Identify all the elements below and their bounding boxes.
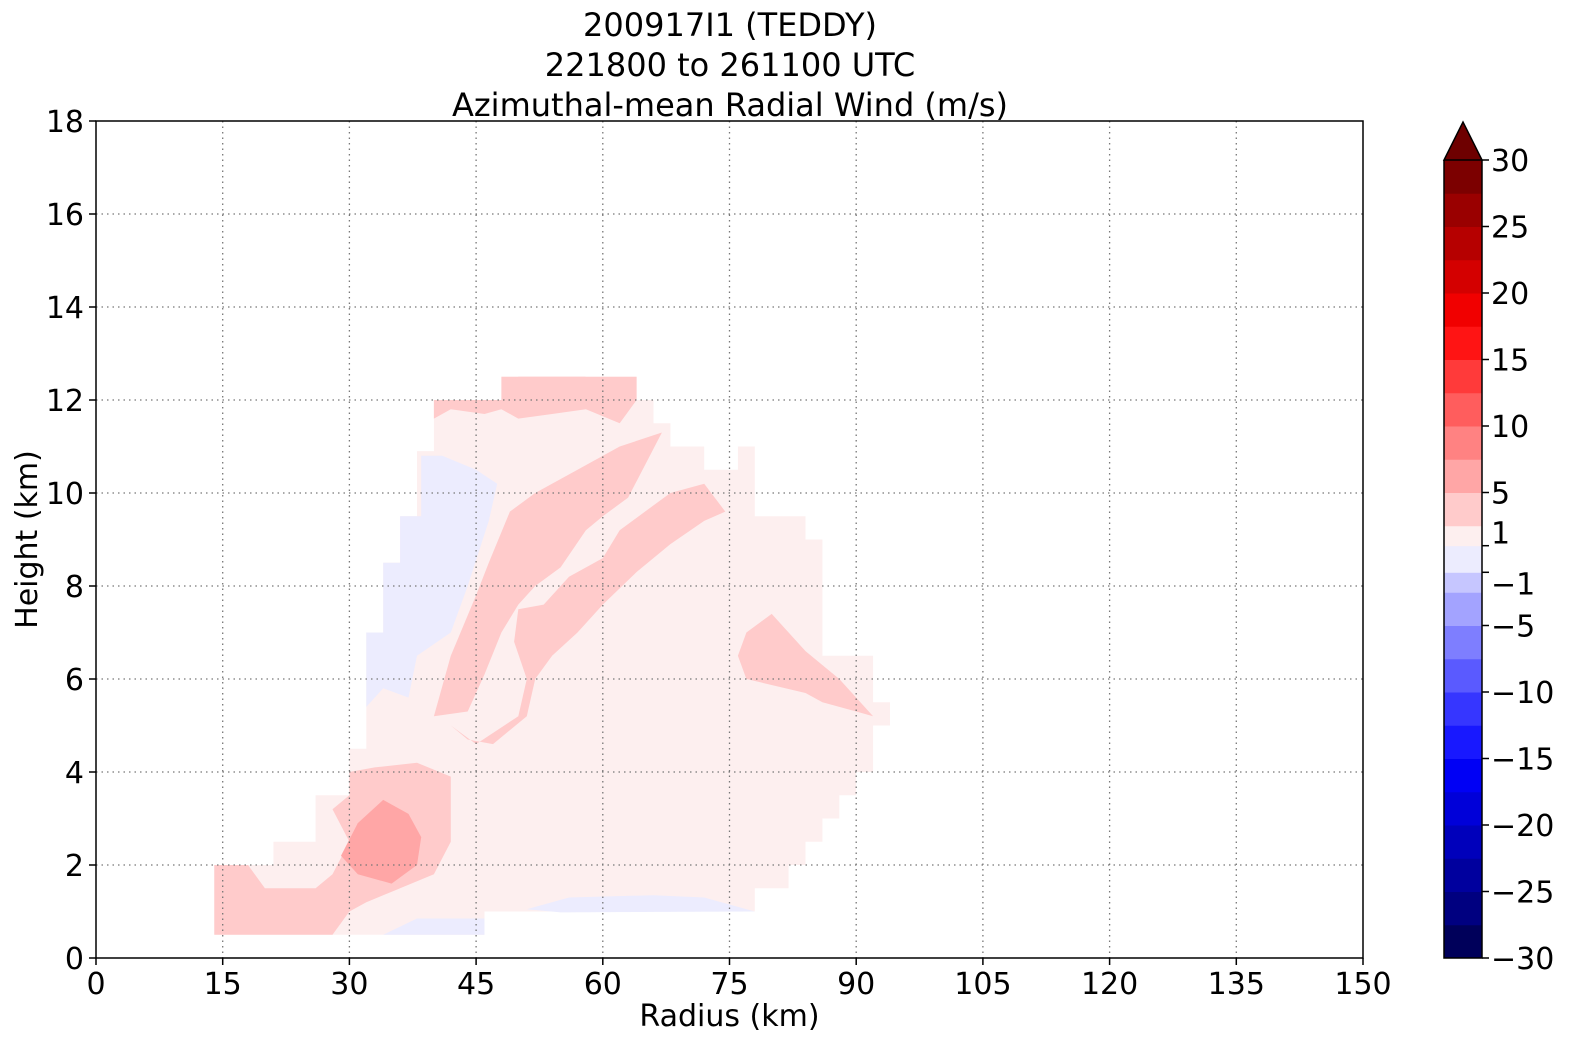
x-tick-label: 0 [86,967,105,1002]
x-tick-label: 15 [204,967,242,1002]
contour-region [450,483,726,745]
colorbar-swatch [1444,658,1482,693]
chart-subtitle: 221800 to 261100 UTC [544,46,916,84]
colorbar-tick-label: −20 [1491,809,1554,844]
colorbar-swatch [1444,426,1482,460]
contour-region [383,918,485,935]
contour-region [737,613,874,717]
y-axis-label: Height (km) [10,450,45,629]
colorbar-swatch [1444,725,1482,759]
colorbar-swatch [1444,572,1482,593]
colorbar-swatch [1444,226,1482,261]
contour-region [501,376,586,386]
x-tick-label: 90 [837,967,875,1002]
x-tick-label: 120 [1081,967,1138,1002]
colorbar-swatch [1444,625,1482,660]
contour-fill-layer [214,376,891,935]
colorbar-tick-label: −1 [1491,567,1535,602]
y-tick-label: 10 [46,477,84,512]
colorbar-tick-label: −10 [1491,676,1554,711]
x-tick-label: 75 [710,967,748,1002]
colorbar-frame [1443,160,1483,959]
colorbar-swatch [1444,825,1482,859]
colorbar-tick-label: −15 [1491,743,1554,778]
x-tick-label: 135 [1208,967,1265,1002]
y-tick-label: 4 [65,756,84,791]
colorbar-swatch [1444,392,1482,427]
y-tick-label: 12 [46,384,84,419]
colorbar-swatch [1444,891,1482,926]
contour-region [341,799,422,884]
colorbar-swatch [1444,791,1482,826]
x-tick-label: 60 [584,967,622,1002]
colorbar-swatch [1444,259,1482,294]
y-tick-label: 6 [65,663,84,698]
y-tick-label: 18 [46,105,84,140]
colorbar-swatch [1444,359,1482,394]
chart-title: 200917I1 (TEDDY) [583,6,877,44]
colorbar-swatch [1444,326,1482,360]
colorbar-tick-label: 10 [1491,410,1529,445]
colorbar-tick-label: −30 [1491,942,1554,977]
colorbar-tick-label: −25 [1491,876,1554,911]
colorbar-swatch [1444,758,1482,793]
y-tick-label: 2 [65,849,84,884]
x-axis-label: Radius (km) [639,999,819,1034]
x-tick-label: 30 [330,967,368,1002]
colorbar-tick-label: 15 [1491,344,1529,379]
colorbar-tick-label: 30 [1491,144,1529,179]
colorbar-swatch [1444,459,1482,493]
grid-lines [96,121,1363,958]
x-axis: 0 15 30 45 60 75 90 105 120 135 150 [86,958,1392,1002]
y-axis: 0 2 4 6 8 10 12 14 16 18 [46,105,96,977]
colorbar-swatch [1444,692,1482,726]
colorbar-swatch [1444,545,1482,573]
x-tick-label: 105 [954,967,1011,1002]
chart-variable-title: Azimuthal-mean Radial Wind (m/s) [451,86,1009,124]
colorbar-swatch [1444,160,1482,194]
colorbar-swatch [1444,492,1482,527]
y-tick-label: 8 [65,570,84,605]
y-tick-label: 16 [46,198,84,233]
colorbar-tick-label: −5 [1491,610,1535,645]
colorbar-extend-arrow [1442,120,1484,161]
colorbar-tick-label: 20 [1491,277,1529,312]
contour-region [433,376,637,424]
colorbar-swatch [1444,293,1482,327]
colorbar-swatch [1444,858,1482,892]
y-tick-label: 0 [65,942,84,977]
x-tick-label: 45 [457,967,495,1002]
colorbar-swatch [1444,592,1482,626]
contour-region [433,432,662,717]
colorbar-swatch [1444,924,1482,959]
y-tick-label: 14 [46,291,84,326]
x-tick-label: 150 [1334,967,1391,1002]
colorbar-swatch [1444,193,1482,227]
colorbar-tick-label: 1 [1491,517,1510,552]
contour-region [526,895,755,913]
colorbar-swatch [1444,525,1482,547]
colorbar-tick-label: 25 [1491,211,1529,246]
colorbar-tick-label: 5 [1491,477,1510,512]
colorbar: 30 25 20 15 10 5 1 −1 −5 −10 −15 −20 −25 −30 [1442,120,1554,977]
contour-region [366,455,498,707]
